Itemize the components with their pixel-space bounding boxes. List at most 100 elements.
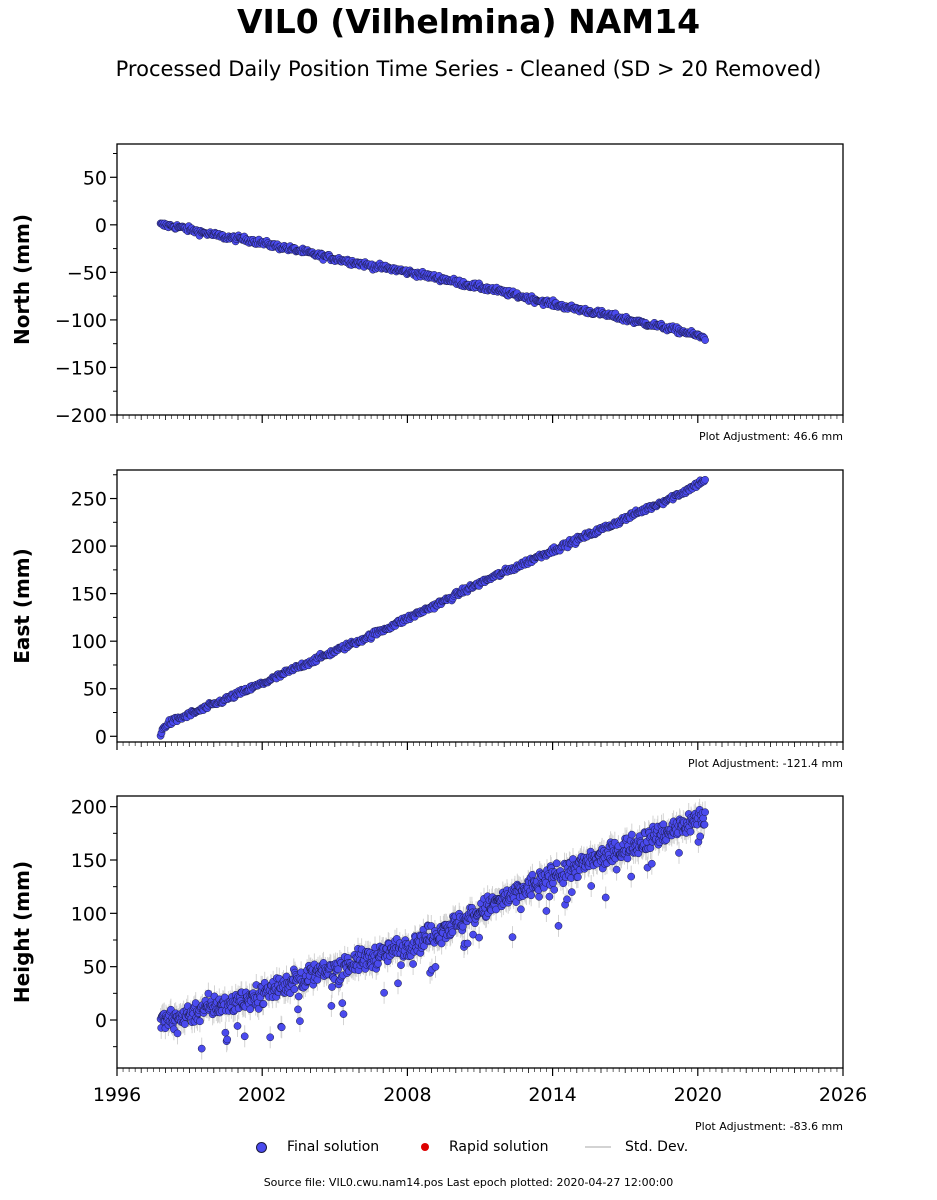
y-tick-label: −50 <box>67 262 107 284</box>
data-point <box>675 849 683 857</box>
chart-subtitle: Processed Daily Position Time Series - C… <box>115 57 822 81</box>
y-tick-label: 0 <box>95 726 107 748</box>
x-tick-label: 2014 <box>528 1084 576 1106</box>
data-point <box>437 939 446 948</box>
plot-adjustment-note: Plot Adjustment: 46.6 mm <box>699 430 843 443</box>
data-point <box>701 475 709 484</box>
data-point <box>696 832 705 841</box>
data-point <box>294 992 303 1001</box>
y-tick-label: 200 <box>71 797 107 819</box>
panel-2: 0 50 100 150 200 250 East (mm) Plot Adjustment:… <box>10 469 844 770</box>
x-tick-label: 2020 <box>674 1084 722 1106</box>
data-point <box>458 922 467 931</box>
rapid-solution-marker-icon <box>421 1143 429 1151</box>
data-point <box>240 1032 249 1041</box>
data-point <box>290 985 299 994</box>
y-axis-label: East (mm) <box>10 548 34 664</box>
data-point <box>587 882 596 890</box>
data-point <box>545 892 554 901</box>
data-point <box>554 922 563 930</box>
y-tick-label: −150 <box>55 357 107 379</box>
final-solution-marker-icon <box>256 1141 267 1153</box>
data-point <box>339 1010 348 1018</box>
data-point <box>338 999 347 1007</box>
data-point <box>334 965 342 974</box>
y-tick-label: 50 <box>83 167 107 189</box>
data-point <box>409 960 417 968</box>
data-point <box>246 1005 255 1014</box>
y-tick-label: 50 <box>83 957 107 979</box>
legend: Final solution Rapid solution Std. Dev. <box>0 1137 937 1159</box>
time-series-plots: −200 −150 −100 −50 0 50 North (mm) Plot Adjustm… <box>10 143 867 1133</box>
data-point <box>233 1022 242 1030</box>
x-tick-label: 2008 <box>383 1084 431 1106</box>
plot-adjustment-note: Plot Adjustment: -121.4 mm <box>688 757 843 770</box>
data-point <box>380 988 388 997</box>
panel-frame <box>116 143 844 416</box>
y-tick-label: 50 <box>83 679 107 701</box>
chart-title: VIL0 (Vilhelmina) NAM14 <box>236 2 701 41</box>
data-point <box>552 859 561 868</box>
data-point <box>574 873 582 881</box>
y-tick-label: −200 <box>55 405 107 427</box>
data-point <box>259 1000 268 1008</box>
legend-label-rapid: Rapid solution <box>449 1139 549 1155</box>
y-tick-label: 200 <box>71 536 107 558</box>
panel-3: 0 50 100 150 200 1996 2002 2008 2014 2020 2026 Heig… <box>10 795 867 1133</box>
data-point <box>475 933 483 942</box>
data-point <box>612 865 621 874</box>
panel-1: −200 −150 −100 −50 0 50 North (mm) Plot Adjustm… <box>10 143 844 443</box>
source-footer: Source file: VIL0.cwu.nam14.pos Last epo… <box>263 1176 674 1189</box>
data-series-final <box>156 475 709 740</box>
data-point <box>701 808 709 817</box>
data-point <box>394 979 402 988</box>
x-tick-label: 2002 <box>238 1084 286 1106</box>
final-solution-points <box>156 219 709 344</box>
std-dev-line-icon <box>585 1146 611 1148</box>
legend-label-stddev: Std. Dev. <box>625 1139 689 1155</box>
data-point <box>327 1002 336 1010</box>
y-axis-label: Height (mm) <box>10 861 34 1003</box>
x-tick-label: 1996 <box>93 1084 141 1106</box>
data-point <box>627 830 636 839</box>
y-tick-label: 150 <box>71 584 107 606</box>
data-point <box>550 885 559 894</box>
data-point <box>197 1044 206 1053</box>
y-tick-label: 100 <box>71 631 107 653</box>
data-point <box>508 933 517 941</box>
data-point <box>266 1033 275 1042</box>
legend-label-final: Final solution <box>287 1139 380 1155</box>
data-point <box>180 1020 189 1028</box>
data-point <box>173 1029 182 1038</box>
data-point <box>374 959 382 968</box>
data-point <box>535 892 543 901</box>
final-solution-points <box>156 475 709 740</box>
legend-item-rapid: Rapid solution <box>421 1137 549 1157</box>
data-point <box>296 1017 304 1025</box>
y-tick-label: 150 <box>71 850 107 872</box>
data-point <box>647 859 656 868</box>
data-point <box>431 963 440 971</box>
y-tick-label: 100 <box>71 903 107 925</box>
data-point <box>567 888 576 896</box>
y-tick-label: 250 <box>71 489 107 511</box>
data-point <box>463 939 472 948</box>
legend-item-final: Final solution <box>256 1137 379 1157</box>
data-point <box>701 336 709 344</box>
data-point <box>448 928 457 937</box>
data-point <box>542 907 551 915</box>
x-tick-label: 2026 <box>819 1084 867 1106</box>
y-tick-label: 0 <box>95 215 107 237</box>
y-tick-label: −100 <box>55 310 107 332</box>
data-series-final <box>156 219 709 344</box>
data-point <box>223 1035 232 1044</box>
data-point <box>221 1028 230 1037</box>
data-point <box>627 872 636 881</box>
data-point <box>601 893 610 902</box>
data-point <box>328 983 336 991</box>
data-point <box>623 854 632 863</box>
y-tick-label: 0 <box>95 1010 107 1032</box>
data-point <box>527 891 536 900</box>
data-point <box>277 1023 286 1032</box>
plot-adjustment-note: Plot Adjustment: -83.6 mm <box>695 1120 843 1133</box>
